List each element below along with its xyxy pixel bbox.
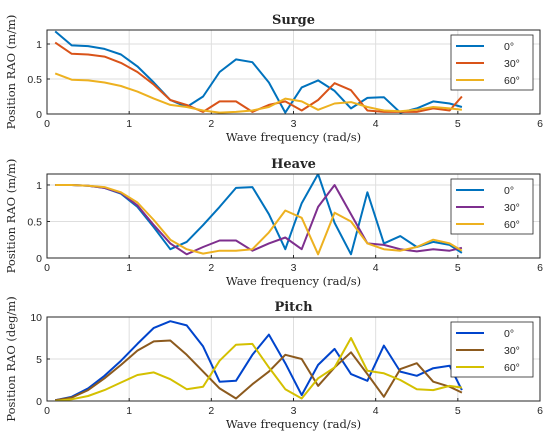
heave-axes-box — [46, 173, 541, 259]
pitch-legend-label-0: 0° — [504, 328, 514, 340]
heave-y-axis-label: Position RAO (m/m) — [4, 159, 18, 274]
surge-x-tick-label: 0 — [44, 118, 50, 130]
pitch-x-tick-label: 4 — [373, 405, 379, 417]
pitch-x-tick-label: 1 — [126, 405, 132, 417]
heave-x-tick-label: 6 — [537, 262, 543, 274]
pitch-title: Pitch — [274, 300, 313, 315]
pitch-x-tick-label: 6 — [537, 405, 543, 417]
heave-legend-label-1: 30° — [504, 202, 520, 214]
heave-legend-label-0: 0° — [504, 185, 514, 197]
surge-y-axis-label: Position RAO (m/m) — [4, 15, 18, 130]
heave-x-tick-label: 4 — [373, 262, 379, 274]
heave-legend-label-2: 60° — [504, 219, 520, 231]
pitch-x-tick-label: 0 — [44, 405, 50, 417]
pitch-x-tick-label: 2 — [208, 405, 214, 417]
heave-x-tick-label: 5 — [455, 262, 461, 274]
pitch-legend-label-2: 60° — [504, 362, 520, 374]
surge-y-tick-label: 0.5 — [27, 74, 42, 86]
surge-x-tick-label: 5 — [455, 118, 461, 130]
pitch-y-axis-label: Position RAO (deg/m) — [4, 296, 18, 421]
surge-series-line-2 — [54, 72, 463, 114]
surge-y-tick-label: 1 — [36, 39, 42, 51]
surge-title: Surge — [272, 13, 315, 28]
surge-series-line-0 — [54, 30, 463, 114]
pitch-y-tick-label: 0 — [36, 396, 42, 408]
surge-axes-box — [46, 29, 541, 115]
heave-x-tick-label: 3 — [291, 262, 297, 274]
surge-x-tick-label: 4 — [373, 118, 379, 130]
pitch-x-tick-label: 5 — [455, 405, 461, 417]
pitch-y-tick-label: 10 — [30, 312, 42, 324]
heave-series-line-2 — [55, 184, 463, 256]
surge-x-tick-label: 1 — [126, 118, 132, 130]
surge-x-tick-label: 2 — [208, 118, 214, 130]
surge-legend-label-2: 60° — [504, 75, 520, 87]
surge-x-axis-label: Wave frequency (rad/s) — [226, 130, 361, 144]
heave-x-tick-label: 0 — [44, 262, 50, 274]
heave-title: Heave — [271, 157, 316, 172]
pitch-x-axis-label: Wave frequency (rad/s) — [226, 417, 361, 431]
heave-x-axis-label: Wave frequency (rad/s) — [226, 274, 361, 288]
pitch-axes-box — [46, 316, 541, 402]
heave-y-tick-label: 1 — [36, 180, 42, 192]
surge-y-tick-label: 0 — [36, 109, 42, 121]
surge-x-tick-label: 3 — [291, 118, 297, 130]
surge-legend-label-1: 30° — [504, 58, 520, 70]
heave-x-tick-label: 2 — [208, 262, 214, 274]
heave-x-tick-label: 1 — [126, 262, 132, 274]
heave-y-tick-label: 0.5 — [27, 216, 42, 228]
pitch-series-line-1 — [55, 339, 463, 401]
pitch-y-tick-label: 5 — [36, 354, 42, 366]
surge-legend-label-0: 0° — [504, 41, 514, 53]
heave-y-tick-label: 0 — [36, 253, 42, 265]
pitch-x-tick-label: 3 — [291, 405, 297, 417]
pitch-series-line-2 — [55, 337, 463, 401]
pitch-legend-label-1: 30° — [504, 345, 520, 357]
pitch-series-line-0 — [54, 320, 463, 401]
surge-x-tick-label: 6 — [537, 118, 543, 130]
